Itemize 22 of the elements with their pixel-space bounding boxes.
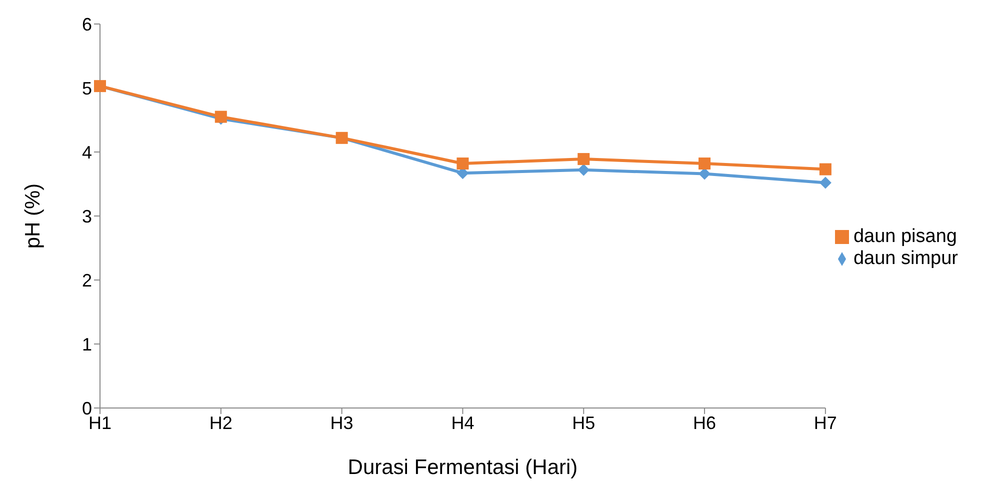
x-tick-label: H3: [330, 412, 354, 433]
x-tick-label: H4: [451, 412, 474, 433]
y-tick-label: 1: [82, 334, 92, 354]
point: [819, 163, 832, 176]
legend-label: daun pisang: [853, 226, 957, 247]
y-axis-title: pH (%): [21, 183, 44, 249]
y-tick-label: 4: [82, 142, 92, 162]
x-tick-label: H7: [814, 412, 837, 433]
y-tick-label: 3: [82, 206, 92, 226]
point: [819, 176, 832, 189]
x-tick-label: H6: [693, 412, 716, 433]
point: [456, 158, 469, 170]
y-tick-label: 2: [82, 270, 92, 290]
x-axis-title: Durasi Fermentasi (Hari): [348, 456, 578, 479]
legend-label: daun simpur: [853, 248, 958, 269]
x-tick-label: H5: [572, 412, 596, 433]
y-tick-label: 6: [82, 14, 92, 34]
point: [698, 158, 711, 170]
point: [578, 164, 590, 176]
x-tick-label: H2: [209, 412, 232, 433]
y-tick-label: 5: [82, 78, 92, 98]
point: [578, 153, 590, 166]
